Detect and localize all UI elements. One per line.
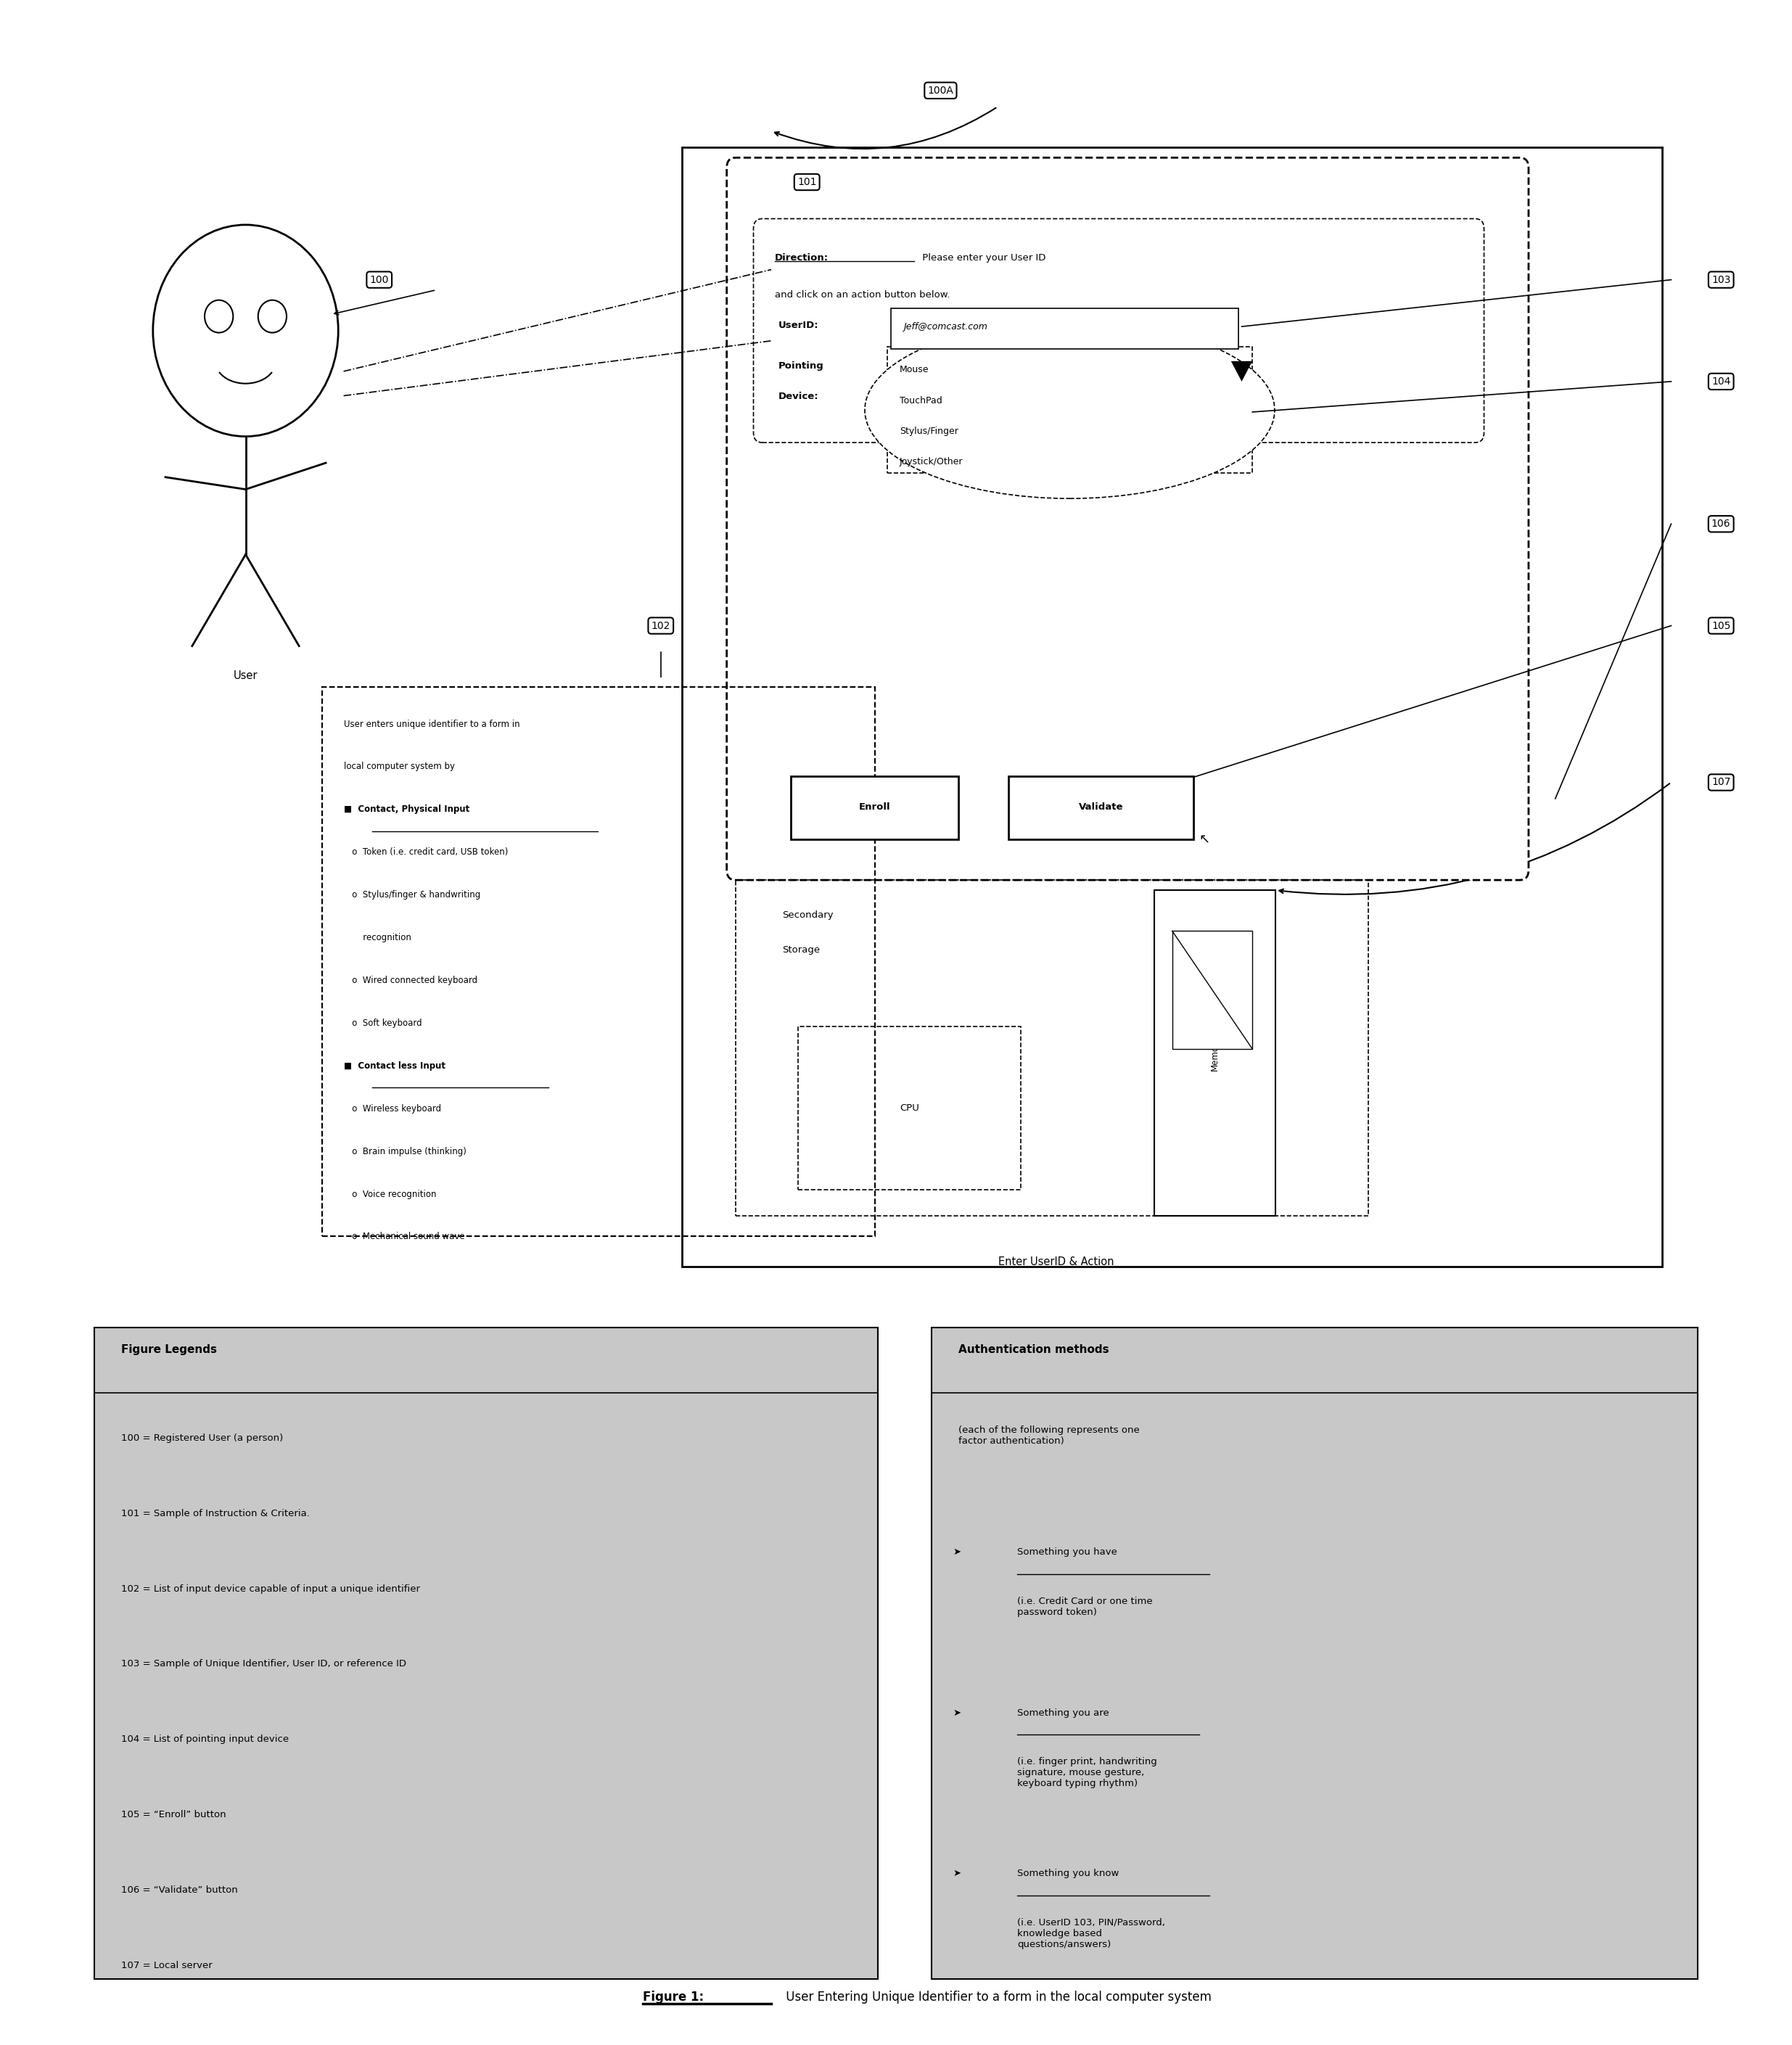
Text: (each of the following represents one
factor authentication): (each of the following represents one fa… bbox=[959, 1425, 1140, 1446]
Text: Figure Legends: Figure Legends bbox=[120, 1344, 217, 1356]
Text: Please enter your User ID: Please enter your User ID bbox=[919, 254, 1047, 262]
FancyBboxPatch shape bbox=[683, 147, 1663, 1266]
Text: ➤: ➤ bbox=[953, 1708, 961, 1718]
Text: o  Brain impulse (thinking): o Brain impulse (thinking) bbox=[344, 1147, 466, 1155]
Text: Jeff@comcast.com: Jeff@comcast.com bbox=[903, 321, 987, 331]
Text: local computer system by: local computer system by bbox=[344, 763, 455, 771]
Text: o  Stylus/finger & handwriting: o Stylus/finger & handwriting bbox=[344, 890, 480, 900]
FancyBboxPatch shape bbox=[95, 1327, 878, 1980]
Text: Figure 1:: Figure 1: bbox=[643, 1990, 704, 2004]
Text: 102: 102 bbox=[650, 620, 670, 630]
Text: Stylus/Finger: Stylus/Finger bbox=[900, 425, 959, 436]
Text: 101 = Sample of Instruction & Criteria.: 101 = Sample of Instruction & Criteria. bbox=[120, 1509, 310, 1517]
Polygon shape bbox=[1231, 362, 1253, 382]
FancyBboxPatch shape bbox=[790, 777, 959, 838]
Text: Something you are: Something you are bbox=[1018, 1708, 1109, 1718]
Text: UserID:: UserID: bbox=[778, 321, 819, 329]
Text: 107 = Local server: 107 = Local server bbox=[120, 1961, 211, 1969]
Text: 107: 107 bbox=[1711, 777, 1731, 787]
Text: CPU: CPU bbox=[900, 1102, 919, 1112]
Text: Authentication methods: Authentication methods bbox=[959, 1344, 1109, 1356]
Ellipse shape bbox=[866, 321, 1274, 499]
Text: (i.e. finger print, handwriting
signature, mouse gesture,
keyboard typing rhythm: (i.e. finger print, handwriting signatur… bbox=[1018, 1757, 1158, 1787]
Text: 101: 101 bbox=[797, 178, 817, 188]
Text: Joystick/Other: Joystick/Other bbox=[900, 456, 962, 466]
Bar bbox=[887, 348, 1253, 472]
Bar bbox=[797, 1027, 1021, 1190]
Text: 105 = “Enroll” button: 105 = “Enroll” button bbox=[120, 1810, 226, 1820]
Text: User Entering Unique Identifier to a form in the local computer system: User Entering Unique Identifier to a for… bbox=[781, 1990, 1211, 2004]
Text: 103 = Sample of Unique Identifier, User ID, or reference ID: 103 = Sample of Unique Identifier, User … bbox=[120, 1658, 407, 1669]
Bar bbox=[1172, 930, 1253, 1049]
Text: ➤: ➤ bbox=[953, 1869, 961, 1879]
Text: 102 = List of input device capable of input a unique identifier: 102 = List of input device capable of in… bbox=[120, 1585, 419, 1593]
Text: o  Voice recognition: o Voice recognition bbox=[344, 1190, 435, 1198]
Text: 103: 103 bbox=[1711, 274, 1731, 284]
Text: Something you know: Something you know bbox=[1018, 1869, 1118, 1879]
Text: Direction:: Direction: bbox=[774, 254, 828, 262]
Text: Validate: Validate bbox=[1079, 802, 1124, 812]
Text: 106 = “Validate” button: 106 = “Validate” button bbox=[120, 1885, 238, 1896]
Text: o  Wired connected keyboard: o Wired connected keyboard bbox=[344, 975, 477, 986]
Text: o  Soft keyboard: o Soft keyboard bbox=[344, 1018, 421, 1029]
Text: ■  Contact less Input: ■ Contact less Input bbox=[344, 1061, 444, 1072]
Text: Pointing: Pointing bbox=[778, 362, 824, 370]
Text: 100 = Registered User (a person): 100 = Registered User (a person) bbox=[120, 1434, 283, 1444]
Text: (i.e. Credit Card or one time
password token): (i.e. Credit Card or one time password t… bbox=[1018, 1597, 1152, 1618]
Text: o  Mechanical sound wave: o Mechanical sound wave bbox=[344, 1231, 464, 1241]
Text: Enroll: Enroll bbox=[858, 802, 891, 812]
Text: o  Token (i.e. credit card, USB token): o Token (i.e. credit card, USB token) bbox=[344, 847, 507, 857]
Text: 100: 100 bbox=[369, 274, 389, 284]
Bar bbox=[737, 879, 1369, 1217]
Text: Memory: Memory bbox=[1210, 1035, 1220, 1070]
Text: Device:: Device: bbox=[778, 393, 819, 401]
FancyBboxPatch shape bbox=[1009, 777, 1193, 838]
Text: o  Wireless keyboard: o Wireless keyboard bbox=[344, 1104, 441, 1112]
Text: ➤: ➤ bbox=[953, 1548, 961, 1556]
Bar bbox=[891, 309, 1238, 350]
Text: Something you have: Something you have bbox=[1018, 1548, 1116, 1556]
Bar bbox=[323, 687, 874, 1235]
Text: (i.e. UserID 103, PIN/Password,
knowledge based
questions/answers): (i.e. UserID 103, PIN/Password, knowledg… bbox=[1018, 1918, 1165, 1949]
FancyBboxPatch shape bbox=[932, 1327, 1697, 1980]
Text: Storage: Storage bbox=[781, 945, 819, 955]
FancyBboxPatch shape bbox=[728, 157, 1529, 879]
Text: 100A: 100A bbox=[928, 86, 953, 96]
Text: ■  Contact, Physical Input: ■ Contact, Physical Input bbox=[344, 806, 470, 814]
Text: TouchPad: TouchPad bbox=[900, 397, 943, 405]
FancyBboxPatch shape bbox=[753, 219, 1484, 442]
Text: Enter UserID & Action: Enter UserID & Action bbox=[998, 1256, 1115, 1268]
Text: User: User bbox=[233, 671, 258, 681]
Text: User enters unique identifier to a form in: User enters unique identifier to a form … bbox=[344, 720, 520, 728]
FancyBboxPatch shape bbox=[1154, 890, 1276, 1217]
Text: 105: 105 bbox=[1711, 620, 1731, 630]
Text: Secondary: Secondary bbox=[781, 910, 833, 920]
Text: Mouse: Mouse bbox=[900, 366, 928, 374]
Text: recognition: recognition bbox=[344, 933, 410, 943]
Text: and click on an action button below.: and click on an action button below. bbox=[774, 290, 950, 299]
Text: 106: 106 bbox=[1711, 519, 1731, 530]
Text: 104: 104 bbox=[1711, 376, 1731, 387]
Text: 104 = List of pointing input device: 104 = List of pointing input device bbox=[120, 1734, 289, 1744]
Text: ↖: ↖ bbox=[1199, 832, 1210, 847]
